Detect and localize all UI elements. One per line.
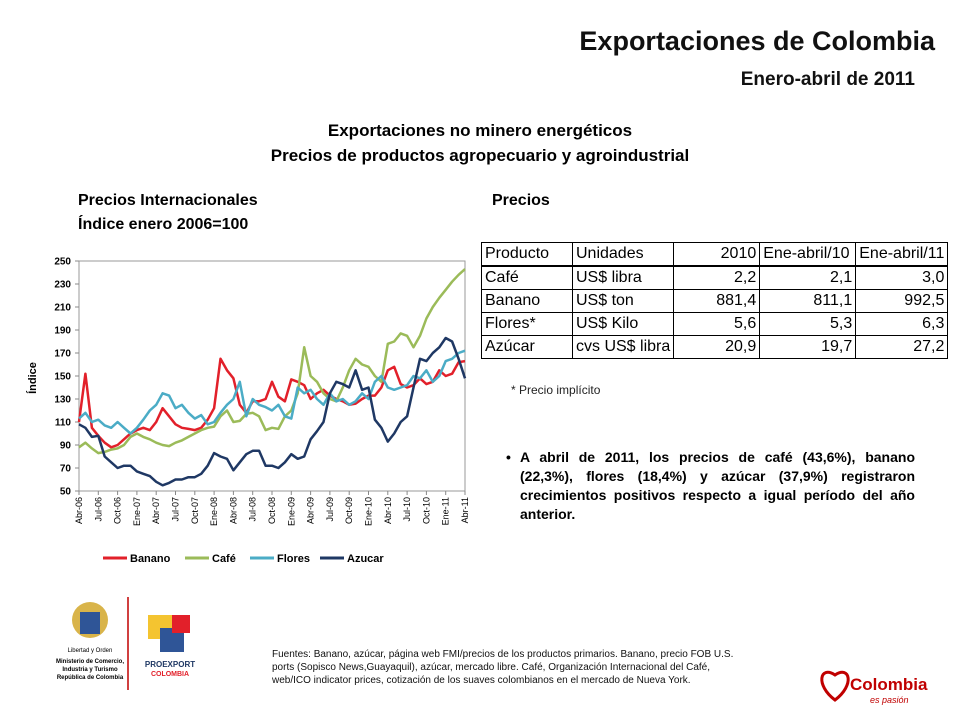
x-tick-label: Oct-06 — [113, 497, 123, 524]
x-tick-label: Oct-08 — [267, 497, 277, 524]
x-tick-label: Oct-10 — [421, 497, 431, 524]
cell: cvs US$ libra — [571, 335, 675, 359]
y-tick-label: 90 — [60, 441, 72, 452]
subtitle: Enero-abril de 2011 — [740, 69, 915, 90]
y-tick-label: 150 — [54, 372, 71, 383]
x-tick-label: Abr-07 — [151, 497, 161, 524]
chart-heading: Precios Internacionales — [78, 192, 258, 209]
legend-label: Café — [212, 553, 236, 565]
x-tick-label: Abr-11 — [460, 497, 470, 523]
x-tick-label: Ene-10 — [364, 497, 374, 526]
cell: Flores* — [481, 312, 573, 336]
line — [77, 357, 466, 449]
y-tick-label: 190 — [54, 326, 71, 337]
logo-block — [172, 615, 190, 633]
y-tick-label: 50 — [60, 487, 72, 498]
x-tick-label: Ene-08 — [209, 497, 219, 526]
legend-label: Flores — [277, 553, 310, 565]
legend-label: Banano — [130, 553, 171, 565]
x-tick-label: Jul-07 — [171, 497, 181, 522]
logo-text: República de Colombia — [57, 675, 124, 681]
cell: US$ Kilo — [571, 312, 675, 336]
heading: Exportaciones no minero energéticos — [327, 121, 633, 140]
table-heading: Precios — [492, 192, 550, 209]
sources: Fuentes: Banano, azúcar, página web FMI/… — [272, 649, 734, 686]
x-tick-label: Ene-11 — [441, 497, 451, 525]
cell: 6,3 — [855, 312, 949, 336]
ministry-logo: Libertad y Orden Ministerio de Comercio,… — [56, 602, 124, 681]
y-axis-label: Índice — [26, 362, 39, 394]
cell: 5,3 — [759, 312, 857, 336]
logo-text: COLOMBIA — [151, 671, 189, 678]
header-cell: 2010 — [673, 242, 761, 267]
header-cell: Unidades — [571, 242, 675, 267]
plot-frame — [78, 260, 466, 492]
cell: US$ ton — [571, 289, 675, 313]
y-tick-label: 70 — [60, 464, 72, 475]
table-row: Azúcar cvs US$ libra 20,9 19,7 27,2 — [481, 335, 949, 359]
title: Exportaciones de Colombia — [579, 26, 935, 56]
x-tick-label: Abr-08 — [228, 497, 238, 524]
cell: 27,2 — [855, 335, 949, 359]
emblem — [80, 612, 100, 634]
x-tick-label: Abr-09 — [306, 497, 316, 524]
logo-text: Colombia — [850, 675, 928, 694]
logo-text: es pasión — [870, 695, 909, 705]
price-table: Producto Unidades 2010 Ene-abril/10 Ene-… — [481, 242, 949, 359]
y-tick-label: 110 — [55, 418, 72, 429]
x-tick-label: Jul-08 — [248, 497, 258, 522]
line — [78, 336, 467, 487]
line — [78, 268, 466, 455]
heart — [820, 671, 850, 702]
y-tick-label: 170 — [54, 349, 71, 360]
x-tick-label: Jul-09 — [325, 497, 335, 522]
y-tick-label: 130 — [54, 395, 71, 406]
cell: Banano — [481, 289, 573, 313]
chart-heading: Índice enero 2006=100 — [78, 216, 249, 233]
table-row: Banano US$ ton 881,4 811,1 992,5 — [481, 289, 949, 313]
bullet-text: A abril de 2011, los precios de café (43… — [506, 448, 915, 524]
cell: 881,4 — [673, 289, 761, 313]
x-tick-label: Jul-10 — [402, 497, 412, 522]
cell: US$ libra — [571, 265, 675, 290]
x-tick-label: Ene-07 — [132, 497, 142, 526]
logo-text: Industria y Turismo — [62, 667, 118, 673]
x-tick-label: Oct-09 — [344, 497, 354, 524]
proexport-logo: PROEXPORT COLOMBIA — [145, 615, 195, 678]
x-tick-label: Oct-07 — [190, 497, 200, 524]
x-tick-label: Abr-06 — [74, 497, 84, 524]
cell: Azúcar — [481, 335, 573, 359]
x-tick-label: Ene-09 — [286, 497, 296, 526]
y-tick-label: 210 — [54, 303, 71, 314]
logo-text: PROEXPORT — [145, 660, 195, 669]
logo-text: Ministerio de Comercio, — [56, 659, 124, 665]
legend-label: Azucar — [347, 553, 384, 565]
logo-text: Libertad y Orden — [68, 648, 113, 654]
table-row: Café US$ libra 2,2 2,1 3,0 — [481, 265, 949, 290]
y-tick-label: 250 — [54, 257, 71, 268]
line — [78, 349, 466, 435]
brand-logo: Colombia es pasión — [820, 671, 928, 705]
y-tick-label: 230 — [54, 280, 71, 291]
header-cell: Ene-abril/10 — [759, 242, 857, 267]
x-tick-label: Abr-10 — [383, 497, 393, 524]
cell: Café — [481, 265, 573, 290]
cell: 20,9 — [673, 335, 761, 359]
header-cell: Ene-abril/11 — [855, 242, 949, 267]
table-note: * Precio implícito — [511, 383, 601, 397]
cell: 19,7 — [759, 335, 857, 359]
heading: Precios de productos agropecuario y agro… — [270, 146, 690, 165]
x-tick-label: Jul-06 — [93, 497, 103, 522]
cell: 2,2 — [673, 265, 761, 290]
cell: 3,0 — [855, 265, 949, 290]
table-header: Producto Unidades 2010 Ene-abril/10 Ene-… — [481, 242, 949, 267]
table-row: Flores* US$ Kilo 5,6 5,3 6,3 — [481, 312, 949, 336]
